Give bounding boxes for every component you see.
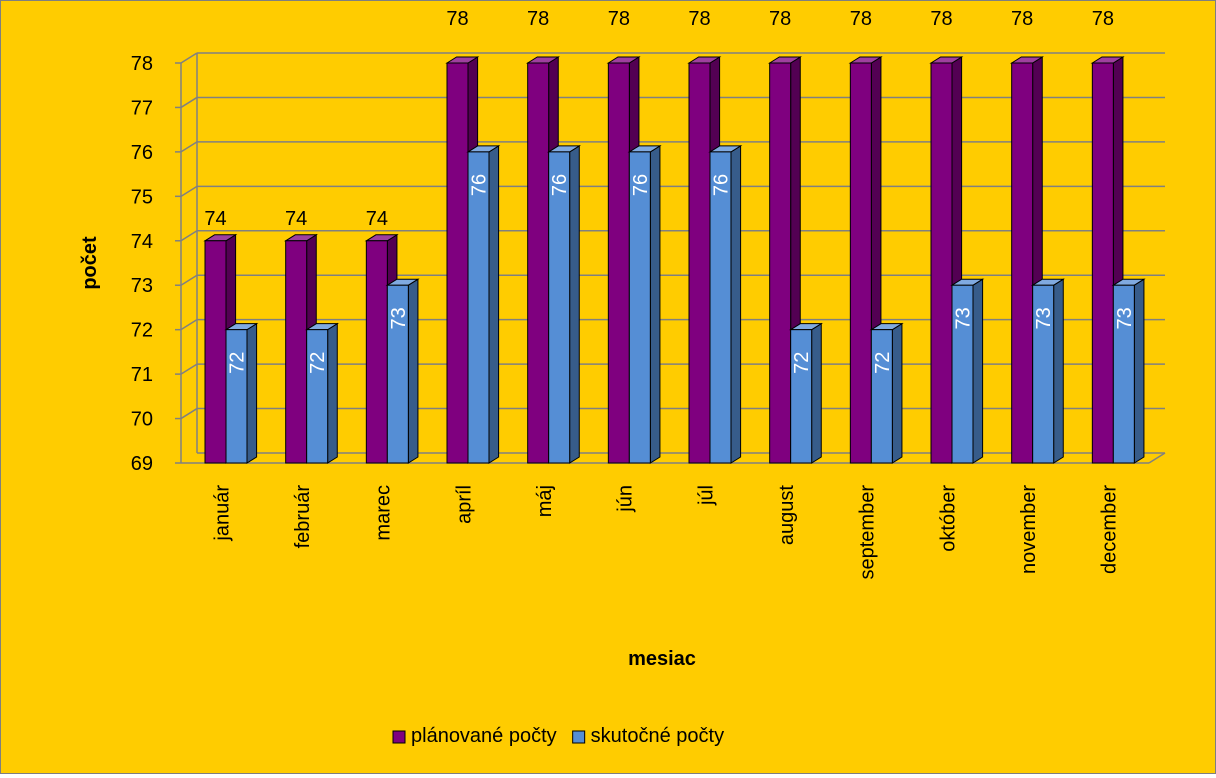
data-label: 74 [366, 208, 388, 230]
bar [708, 144, 743, 464]
y-tick-label: 76 [131, 142, 153, 164]
data-label: 73 [953, 307, 975, 329]
data-label: 76 [711, 174, 733, 196]
gridlines [175, 52, 1166, 464]
data-label: 78 [1011, 8, 1033, 30]
y-tick-label: 73 [131, 275, 153, 297]
y-axis-tick-labels: 69 70 71 72 73 74 75 76 77 78 [131, 53, 153, 475]
x-tick-label: január [211, 485, 233, 542]
data-label: 74 [204, 208, 226, 230]
data-label: 74 [285, 208, 307, 230]
data-label: 78 [769, 8, 791, 30]
data-label: 78 [930, 8, 952, 30]
y-tick-label: 74 [131, 231, 153, 253]
data-label: 72 [307, 352, 329, 374]
y-tick-label: 69 [131, 453, 153, 475]
bars: 74 72 74 72 74 73 78 76 78 76 78 76 78 76 78 72 78 72 78 73… [203, 8, 1146, 464]
bar [869, 322, 904, 464]
data-label: 76 [549, 174, 571, 196]
data-label: 73 [1033, 307, 1055, 329]
y-tick-label: 70 [131, 409, 153, 431]
legend-item: plánované počty [392, 725, 557, 747]
legend-swatch [572, 730, 586, 744]
x-axis-title: mesiac [628, 648, 696, 670]
data-label: 72 [791, 352, 813, 374]
data-label: 78 [850, 8, 872, 30]
data-label: 78 [446, 8, 468, 30]
x-tick-label: november [1018, 485, 1040, 574]
y-tick-label: 72 [131, 320, 153, 342]
data-label: 76 [630, 174, 652, 196]
data-label: 78 [527, 8, 549, 30]
x-tick-label: október [937, 485, 959, 552]
y-tick-label: 77 [131, 97, 153, 119]
bar [627, 144, 662, 464]
x-tick-label: marec [373, 485, 395, 541]
data-label: 73 [388, 307, 410, 329]
legend-item: skutočné počty [572, 725, 724, 747]
bar [1030, 278, 1066, 464]
x-tick-label: august [776, 485, 798, 545]
data-label: 78 [1092, 8, 1114, 30]
bar [546, 144, 582, 464]
data-label: 78 [608, 8, 630, 30]
legend-swatch [392, 730, 406, 744]
bar [466, 144, 501, 464]
x-axis-tick-labels: január február marec apríl máj jún júl august se… [211, 485, 1120, 580]
y-tick-label: 78 [131, 53, 153, 75]
x-tick-label: máj [534, 485, 556, 517]
legend-label: skutočné počty [591, 725, 724, 747]
data-label: 78 [688, 8, 710, 30]
x-tick-label: december [1099, 485, 1121, 574]
y-tick-label: 75 [131, 186, 153, 208]
bar [304, 322, 340, 464]
bar [385, 278, 420, 464]
bar [950, 278, 985, 464]
bar [1090, 56, 1125, 464]
data-label: 76 [469, 174, 491, 196]
y-axis-title: počet [79, 236, 101, 290]
legend-label: plánované počty [411, 725, 557, 747]
bar [224, 322, 259, 464]
data-label: 72 [227, 352, 249, 374]
x-tick-label: apríl [453, 485, 475, 524]
bar [788, 322, 824, 464]
x-tick-label: február [292, 485, 314, 549]
x-tick-label: jún [615, 485, 637, 513]
y-tick-label: 71 [131, 364, 153, 386]
x-tick-label: september [857, 485, 879, 580]
x-tick-label: júl [695, 485, 717, 506]
data-label: 72 [872, 352, 894, 374]
legend: plánované počty skutočné počty [392, 725, 724, 747]
data-label: 73 [1114, 307, 1136, 329]
bar [1111, 278, 1146, 464]
